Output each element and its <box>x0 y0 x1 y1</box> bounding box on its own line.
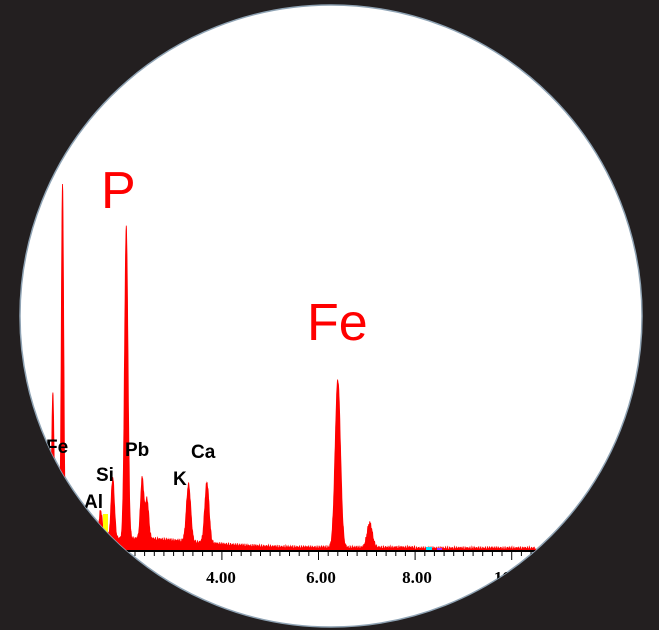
element-label-si: Si <box>96 465 114 486</box>
magnifier-lens <box>19 4 643 628</box>
highlight-label-fe: Fe <box>307 294 368 352</box>
element-labels: Fe Al Si Pb K Ca <box>46 437 216 513</box>
al-kalpha-marker <box>103 514 108 550</box>
element-label-fe-l: Fe <box>46 437 68 458</box>
baseline-marker-cyan <box>426 547 432 550</box>
highlight-label-p: P <box>101 162 136 220</box>
element-label-ca: Ca <box>191 442 216 463</box>
x-tick-label-4: 4.00 <box>206 568 236 587</box>
spectrum-series <box>42 183 537 553</box>
element-label-k: K <box>173 469 187 490</box>
element-label-pb: Pb <box>125 440 149 461</box>
element-label-al: Al <box>84 492 103 513</box>
highlight-labels: P Fe <box>101 162 368 352</box>
baseline-marker-purple <box>437 548 442 550</box>
x-tick-label-8: 8.00 <box>402 568 432 587</box>
x-tick-label-6: 6.00 <box>306 568 336 587</box>
